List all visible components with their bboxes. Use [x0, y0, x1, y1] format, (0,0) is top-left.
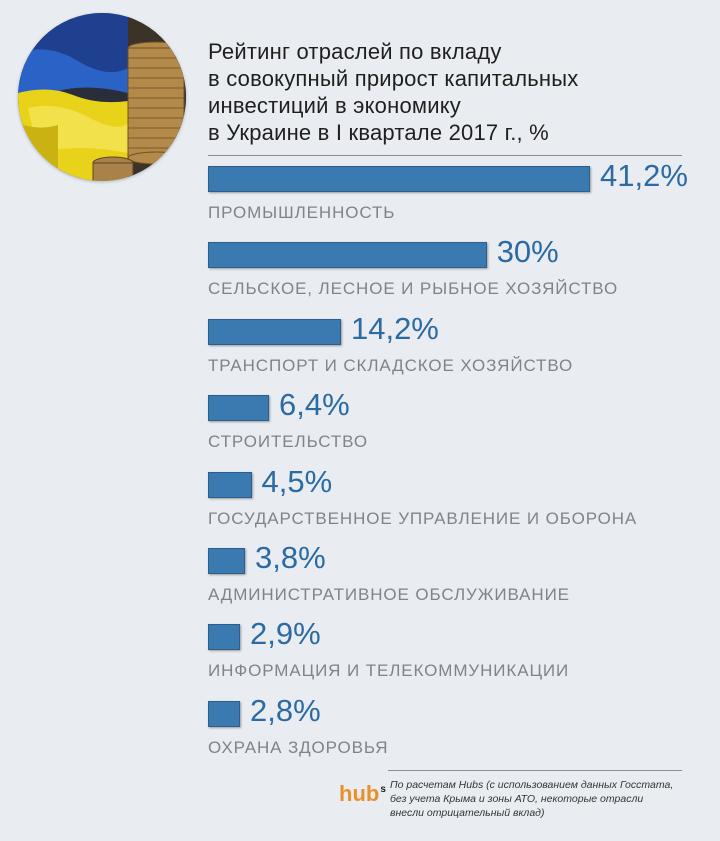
value-label-2: 30%: [496, 234, 559, 270]
value-label-6: 3,8%: [255, 540, 326, 575]
title-line-3: инвестиций в экономику: [208, 93, 461, 118]
category-label-3: ТРАНСПОРТ И СКЛАДСКОЕ ХОЗЯЙСТВО: [208, 355, 574, 375]
footnote-line-2: без учета Крыма и зоны АТО, некоторые от…: [390, 793, 644, 805]
category-label-8: ОХРАНА ЗДОРОВЬЯ: [208, 737, 389, 757]
footer-divider: [388, 770, 682, 771]
bar-8: [208, 700, 240, 727]
bar-1: [208, 166, 590, 192]
title-divider: [208, 155, 682, 156]
category-label-6: АДМИНИСТРАТИВНОЕ ОБСЛУЖИВАНИЕ: [208, 585, 570, 604]
value-label-4: 6,4%: [279, 387, 350, 423]
title-line-2: в совокупный прирост капитальных: [208, 66, 579, 91]
hubs-logo-text: hub: [339, 781, 380, 806]
footnote-line-1: По расчетам Hubs (с использованием данны…: [390, 779, 674, 791]
category-label-5: ГОСУДАРСТВЕННОЕ УПРАВЛЕНИЕ И ОБОРОНА: [208, 508, 638, 528]
footnote: По расчетам Hubs (с использованием данны…: [390, 778, 690, 820]
title-line-1: Рейтинг отраслей по вкладу: [208, 39, 502, 64]
value-label-1: 41,2%: [600, 158, 688, 193]
bar-6: [208, 548, 246, 574]
bar-5: [208, 471, 252, 498]
category-label-1: ПРОМЫШЛЕННОСТЬ: [208, 203, 396, 222]
chart-title: Рейтинг отраслей по вкладу в совокупный …: [208, 38, 678, 146]
category-label-4: СТРОИТЕЛЬСТВО: [208, 432, 368, 452]
value-label-7: 2,9%: [250, 616, 321, 652]
value-label-8: 2,8%: [250, 692, 321, 728]
footnote-line-3: внесли отрицательный вклад): [390, 807, 545, 819]
value-label-5: 4,5%: [261, 463, 333, 499]
bar-7: [208, 624, 240, 651]
bar-3: [208, 318, 341, 345]
value-label-3: 14,2%: [350, 310, 439, 346]
bar-4: [208, 395, 270, 422]
title-line-4: в Украине в I квартале 2017 г., %: [208, 120, 549, 145]
hubs-logo[interactable]: hubs: [339, 782, 386, 806]
category-label-7: ИНФОРМАЦИЯ И ТЕЛЕКОММУНИКАЦИИ: [208, 661, 570, 681]
category-label-2: СЕЛЬСКОЕ, ЛЕСНОЕ И РЫБНОЕ ХОЗЯЙСТВО: [208, 279, 619, 299]
bar-2: [208, 242, 487, 269]
hubs-logo-sup: s: [380, 784, 386, 795]
